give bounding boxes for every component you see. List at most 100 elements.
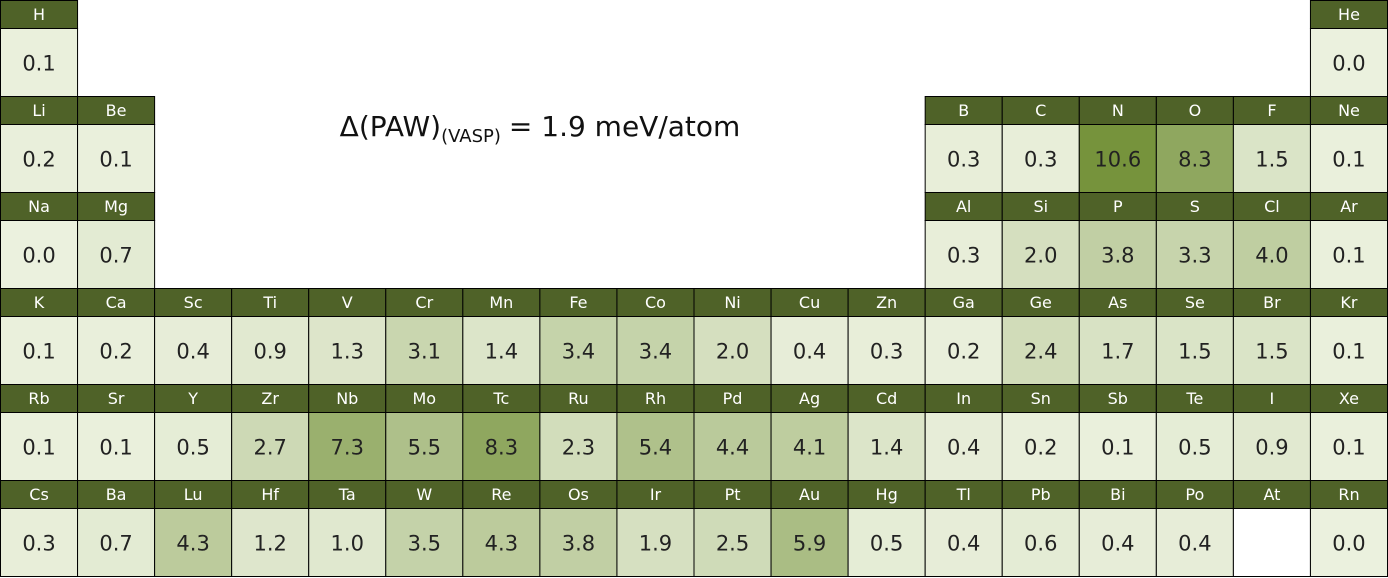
element-symbol: As [1108, 293, 1127, 312]
element-value: 0.7 [99, 532, 132, 556]
value-cell [1001, 220, 1080, 289]
element-value: 0.4 [176, 340, 209, 364]
element-value: 1.5 [1178, 340, 1211, 364]
element-symbol: P [1113, 197, 1123, 216]
value-cell [231, 508, 310, 577]
element-symbol: Cu [799, 293, 820, 312]
symbol-header [308, 288, 387, 317]
element-value: 0.1 [1332, 148, 1365, 172]
element-value: 0.5 [1178, 436, 1211, 460]
symbol-header [1309, 480, 1388, 509]
element-symbol: Y [187, 389, 198, 408]
element-symbol: B [958, 101, 969, 120]
symbol-header [847, 384, 926, 413]
element-value: 5.9 [793, 532, 826, 556]
element-symbol: Ti [262, 293, 277, 312]
value-cell [0, 316, 79, 385]
element-symbol: Be [106, 101, 127, 120]
element-symbol: C [1035, 101, 1046, 120]
element-symbol: W [416, 485, 432, 504]
symbol-header [231, 288, 310, 317]
value-cell [462, 316, 541, 385]
value-cell [616, 508, 695, 577]
symbol-header [77, 384, 156, 413]
element-value: 5.4 [639, 436, 672, 460]
element-symbol: Bi [1110, 485, 1125, 504]
element-value: 3.8 [1101, 244, 1134, 268]
element-symbol: Al [956, 197, 971, 216]
element-value: 0.4 [1101, 532, 1134, 556]
element-symbol: Cd [876, 389, 897, 408]
element-symbol: Lu [184, 485, 203, 504]
element-symbol: Rh [645, 389, 666, 408]
element-value: 0.1 [1332, 340, 1365, 364]
value-cell [539, 412, 618, 481]
element-symbol: Cr [415, 293, 433, 312]
element-symbol: Os [568, 485, 589, 504]
element-value: 4.1 [793, 436, 826, 460]
element-symbol: Cl [1264, 197, 1280, 216]
symbol-header [770, 480, 849, 509]
value-cell [385, 508, 464, 577]
element-value: 0.9 [1255, 436, 1288, 460]
element-symbol: Br [1263, 293, 1281, 312]
value-cell [616, 316, 695, 385]
element-value: 0.9 [253, 340, 286, 364]
symbol-header [462, 288, 541, 317]
symbol-header [693, 384, 772, 413]
symbol-header [385, 480, 464, 509]
symbol-header [0, 288, 79, 317]
symbol-header [1001, 192, 1080, 221]
element-value: 3.3 [1178, 244, 1211, 268]
element-symbol: Na [28, 197, 50, 216]
value-cell [693, 412, 772, 481]
element-symbol: Nb [336, 389, 358, 408]
symbol-header [693, 288, 772, 317]
value-cell [693, 316, 772, 385]
element-value: 0.1 [22, 340, 55, 364]
value-cell [1155, 412, 1234, 481]
value-cell [924, 124, 1003, 193]
element-symbol: Ta [338, 485, 356, 504]
element-symbol: Rb [28, 389, 49, 408]
value-cell [1309, 316, 1388, 385]
symbol-header [539, 288, 618, 317]
element-symbol: At [1263, 485, 1280, 504]
symbol-header [924, 288, 1003, 317]
element-value: 1.7 [1101, 340, 1134, 364]
element-value: 4.3 [485, 532, 518, 556]
symbol-header [616, 384, 695, 413]
value-cell [1078, 508, 1157, 577]
element-value: 8.3 [485, 436, 518, 460]
element-value: 3.4 [562, 340, 595, 364]
element-symbol: In [956, 389, 971, 408]
element-symbol: Re [491, 485, 511, 504]
symbol-header [231, 480, 310, 509]
value-cell [154, 412, 233, 481]
element-symbol: Ru [568, 389, 589, 408]
symbol-header [0, 0, 79, 29]
value-cell [308, 508, 387, 577]
element-value: 0.2 [22, 148, 55, 172]
element-value: 0.0 [1332, 532, 1365, 556]
symbol-header [0, 192, 79, 221]
element-value: 0.4 [1178, 532, 1211, 556]
element-value: 0.5 [870, 532, 903, 556]
element-value: 0.1 [1101, 436, 1134, 460]
element-symbol: Sb [1108, 389, 1128, 408]
element-symbol: He [1338, 5, 1360, 24]
element-symbol: Pt [725, 485, 741, 504]
element-symbol: Po [1185, 485, 1204, 504]
value-cell [0, 220, 79, 289]
element-symbol: H [33, 5, 45, 24]
element-symbol: I [1270, 389, 1275, 408]
element-symbol: Mo [413, 389, 437, 408]
symbol-header [1309, 384, 1388, 413]
element-symbol: Co [645, 293, 666, 312]
element-symbol: Mn [489, 293, 513, 312]
element-symbol: Kr [1340, 293, 1357, 312]
value-cell [1001, 316, 1080, 385]
symbol-header [1155, 384, 1234, 413]
element-symbol: Ni [724, 293, 740, 312]
symbol-header [385, 384, 464, 413]
